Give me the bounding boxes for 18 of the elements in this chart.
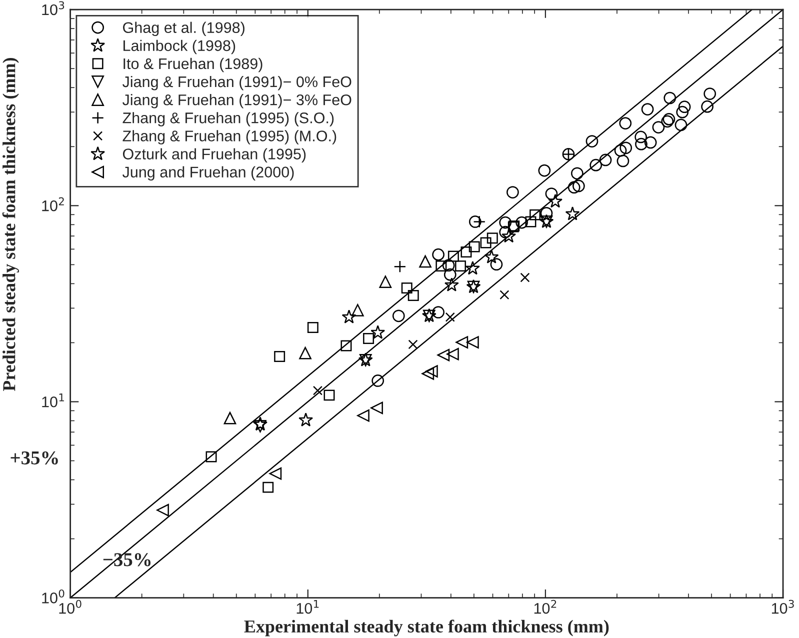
- legend-label: Jiang & Fruehan (1991)− 3% FeO: [122, 94, 352, 108]
- legend-label: Zhang & Fruehan (1995) (M.O.): [122, 130, 336, 144]
- x-axis-title: Experimental steady state foam thickness (mm): [244, 620, 609, 636]
- legend-label: Ozturk and Fruehan (1995): [122, 148, 306, 162]
- text: +35%: [10, 451, 58, 464]
- y-tick-label: 10$^{2}$: [42, 197, 64, 212]
- legend-label: Zhang & Fruehan (1995) (S.O.): [122, 112, 334, 126]
- x-tick-label: 10$^{1}$: [296, 600, 319, 614]
- legend-label: Laimbock (1998): [124, 40, 236, 54]
- legend-label: Ito & Fruehan (1989): [124, 58, 262, 72]
- x-tick-label: 10$^{2}$: [534, 600, 556, 614]
- legend-label: Jiang & Fruehan (1991)− 0% FeO: [122, 76, 352, 90]
- y-tick-label: 10$^{3}$: [42, 1, 64, 16]
- x-tick-label: 10$^{3}$: [772, 600, 794, 614]
- y-axis-title: Predicted steady state foam thickness (mm): [2, 58, 19, 392]
- legend-label: Ghag et al. (1998): [123, 22, 244, 36]
- y-tick-label: 10$^{1}$: [42, 394, 64, 408]
- legend-label: Jung and Fruehan (2000): [122, 166, 294, 181]
